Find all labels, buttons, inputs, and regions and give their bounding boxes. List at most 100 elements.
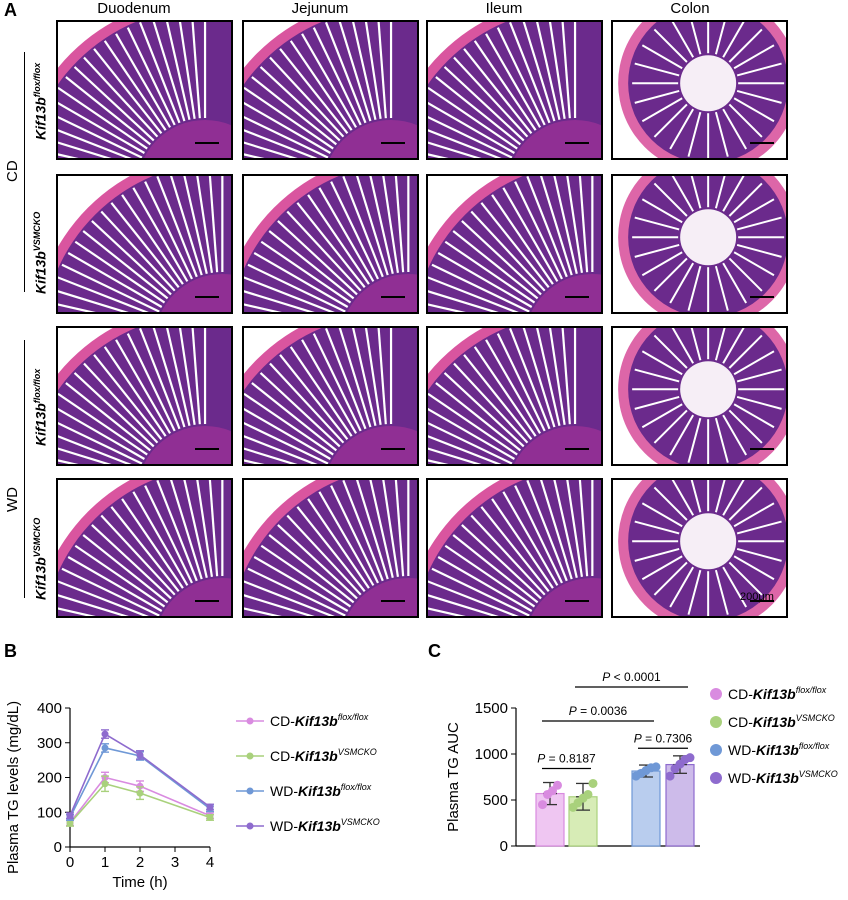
group-divider-cd (24, 52, 25, 292)
group-divider-wd (24, 340, 25, 598)
y-tick-label: 0 (500, 838, 508, 855)
histology-image-cd-flox-ileum (426, 20, 603, 160)
x-tick-label: 4 (206, 854, 214, 871)
data-point (538, 800, 547, 810)
column-title-jejunum: Jejunum (291, 0, 349, 17)
data-point (206, 813, 214, 821)
y-axis-label: Plasma TG AUC (445, 722, 462, 832)
scale-bar (750, 296, 774, 298)
y-tick-label: 1000 (475, 746, 508, 763)
series-line (69, 732, 211, 817)
data-point (206, 803, 214, 811)
histology-image-cd-vsmcko-colon (611, 174, 788, 314)
scale-bar (565, 142, 589, 144)
legend-label: WD-Kif13bflox/flox (270, 782, 372, 799)
data-point (101, 780, 109, 788)
y-tick-label: 200 (37, 770, 62, 787)
scale-bar (750, 448, 774, 450)
column-title-duodenum: Duodenum (97, 0, 171, 17)
histology-image-cd-vsmcko-duodenum (56, 174, 233, 314)
y-tick-label: 300 (37, 735, 62, 752)
scale-bar (750, 600, 774, 602)
histology-image-wd-flox-duodenum (56, 326, 233, 466)
histology-image-wd-vsmcko-ileum (426, 478, 603, 618)
histology-image-cd-flox-jejunum (242, 20, 419, 160)
data-point (66, 812, 74, 820)
histology-image-cd-flox-colon (611, 20, 788, 160)
column-title-colon: Colon (670, 0, 710, 17)
group-label-cd: CD (4, 160, 21, 182)
bar-chart-tg-auc: 0 500 1000 1500 Plasma TG AUC P = 0.8187 P = 0… (445, 670, 838, 855)
legend-label: CD-Kif13bVSMCKO (270, 747, 377, 764)
x-tick-label: 0 (66, 854, 74, 871)
legend-marker (710, 744, 722, 756)
histology-image-wd-flox-colon (611, 326, 788, 466)
panel-b-letter: B (4, 641, 17, 661)
series-line (69, 782, 211, 824)
legend-label: CD-Kif13bflox/flox (270, 712, 369, 729)
legend-marker (246, 752, 254, 760)
scale-bar-label: 200μm (740, 591, 774, 603)
scale-bar (565, 296, 589, 298)
data-point (66, 819, 74, 827)
legend-marker (710, 772, 722, 784)
comparison-label: P = 0.7306 (634, 731, 693, 745)
data-point (651, 762, 661, 772)
y-tick-label: 1500 (475, 700, 508, 717)
comparison-label: P = 0.0036 (569, 704, 628, 718)
histology-image-wd-vsmcko-colon (611, 478, 788, 618)
legend-label: WD-Kif13bVSMCKO (728, 769, 838, 786)
scale-bar (381, 600, 405, 602)
histology-image-cd-flox-duodenum (56, 20, 233, 160)
legend-label: WD-Kif13bflox/flox (728, 741, 830, 758)
data-point (588, 778, 598, 788)
x-tick-label: 2 (136, 854, 144, 871)
histology-image-wd-vsmcko-duodenum (56, 478, 233, 618)
scale-bar (565, 600, 589, 602)
panel-c-letter: C (428, 641, 441, 661)
scale-bar (381, 448, 405, 450)
data-point (136, 751, 144, 759)
bar (631, 770, 661, 847)
x-tick-label: 1 (101, 854, 109, 871)
group-label-wd: WD (4, 487, 21, 512)
legend-label: CD-Kif13bVSMCKO (728, 713, 835, 730)
scale-bar (565, 448, 589, 450)
histology-image-wd-flox-jejunum (242, 326, 419, 466)
histology-image-cd-vsmcko-jejunum (242, 174, 419, 314)
scale-bar (381, 142, 405, 144)
legend-marker (246, 787, 254, 795)
scale-bar (750, 142, 774, 144)
y-tick-label: 400 (37, 700, 62, 717)
row-label-wd-flox: Kif13bflox/flox (32, 368, 49, 446)
y-tick-label: 0 (54, 839, 62, 856)
histology-image-wd-vsmcko-jejunum (242, 478, 419, 618)
y-axis-label: Plasma TG levels (mg/dL) (5, 701, 22, 874)
x-axis-label: Time (h) (112, 874, 167, 891)
column-title-ileum: Ileum (485, 0, 523, 17)
histology-image-cd-vsmcko-ileum (426, 174, 603, 314)
x-tick-label: 3 (171, 854, 179, 871)
legend-marker (246, 822, 254, 830)
histology-image-wd-flox-ileum (426, 326, 603, 466)
data-point (101, 744, 109, 752)
scale-bar (195, 448, 219, 450)
panel-a-letter: A (4, 0, 17, 20)
y-tick-label: 100 (37, 804, 62, 821)
legend-marker (710, 716, 722, 728)
series-line (69, 776, 211, 824)
legend-marker (710, 688, 722, 700)
scale-bar (381, 296, 405, 298)
data-point (583, 789, 593, 799)
line-chart-plasma-tg: 0 100 200 300 400 0 1 2 3 4 Time (h) Plasma TG leve… (5, 700, 380, 891)
row-label-cd-flox: Kif13bflox/flox (32, 62, 49, 140)
data-point (665, 771, 675, 781)
scale-bar (195, 296, 219, 298)
legend-label: WD-Kif13bVSMCKO (270, 817, 380, 834)
row-label-cd-vsmcko: Kif13bVSMCKO (32, 211, 49, 294)
legend-marker (246, 717, 254, 725)
scale-bar (195, 142, 219, 144)
row-label-wd-vsmcko: Kif13bVSMCKO (32, 517, 49, 600)
scale-bar (195, 600, 219, 602)
data-point (553, 780, 562, 790)
